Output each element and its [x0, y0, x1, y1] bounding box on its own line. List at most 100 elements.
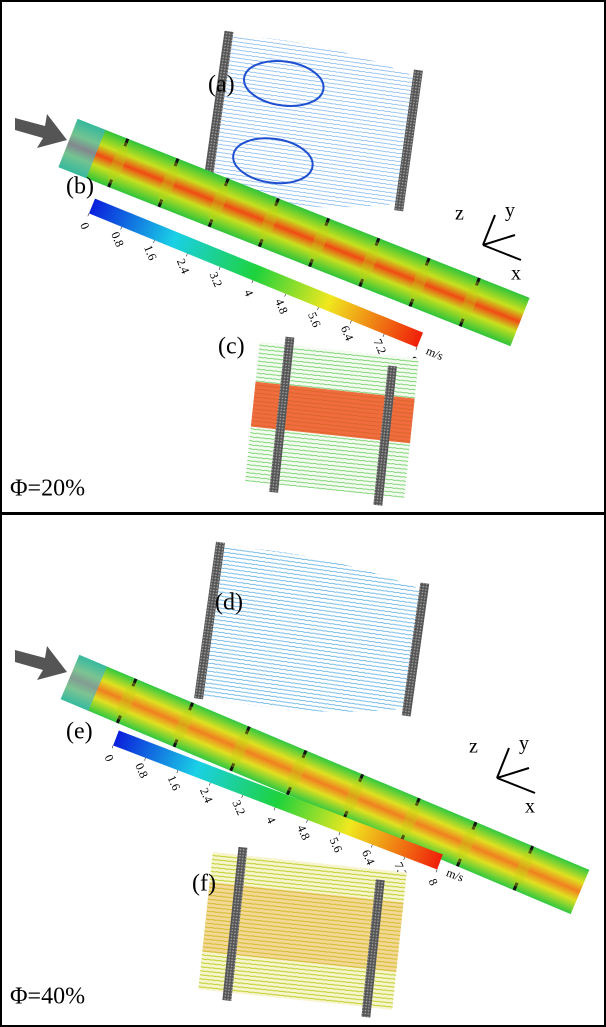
baffle: [308, 258, 314, 268]
colorbar-tick-label: 2.4: [197, 786, 216, 805]
baffle: [512, 882, 519, 891]
colorbar-tick: [350, 320, 352, 324]
constriction: [409, 261, 430, 303]
subfigure-label: (d): [215, 590, 243, 616]
baffle: [107, 179, 113, 188]
streamlines: [207, 35, 416, 208]
colorbar-tick: [111, 745, 114, 749]
inlet: [60, 654, 107, 711]
colorbar-tick-label: 6.4: [359, 848, 378, 867]
subfigure-label: (a): [208, 72, 235, 98]
baffle: [207, 218, 214, 228]
constriction: [259, 201, 279, 244]
baffle: [244, 725, 251, 735]
inlet-arrow: [15, 114, 67, 148]
colorbar-tick-label: 4.8: [272, 297, 291, 316]
wall: [269, 336, 295, 493]
axis-label: x: [525, 796, 535, 818]
axis-arrow: [496, 747, 510, 779]
colorbar-tick-label: 0.8: [132, 761, 151, 780]
axis-label: x: [511, 263, 521, 285]
colorbar-tick: [241, 794, 243, 798]
panel-border: [0, 513, 606, 1027]
colorbar-tick-label: 1.6: [165, 773, 184, 792]
colorbar-tick: [153, 240, 155, 244]
colorbar-tick-label: 5.6: [327, 835, 346, 854]
axis-label: y: [505, 200, 515, 222]
colorbar-tick: [317, 307, 319, 311]
channel: [58, 118, 530, 347]
panel: 00.81.62.43.244.85.66.47.28m/s(a)(b)(c)Φ…: [10, 30, 530, 506]
colorbar-tick-label: 3.2: [207, 270, 226, 289]
colorbar-tick: [306, 819, 308, 823]
baffle: [414, 797, 421, 807]
colorbar-tick: [371, 844, 373, 848]
baffle: [229, 762, 236, 772]
colorbar-tick: [435, 869, 438, 873]
colorbar-tick-label: 0: [77, 220, 92, 231]
streamlines: [198, 852, 407, 1010]
baffle: [408, 298, 415, 307]
inlet: [58, 118, 106, 179]
axis-label: y: [519, 733, 529, 755]
baffle: [188, 702, 195, 711]
axis-label: z: [455, 203, 464, 225]
colorbar-tick-label: 8: [426, 876, 441, 887]
constriction: [173, 706, 193, 744]
streamlines: [200, 546, 423, 712]
colorbar-tick-label: 4: [241, 287, 256, 298]
constriction: [459, 281, 480, 323]
baffle: [274, 197, 280, 207]
axis-arrow: [496, 777, 536, 794]
colorbar-tick: [403, 856, 405, 860]
vortex: [243, 60, 325, 107]
baffle: [458, 318, 465, 327]
constriction: [457, 825, 477, 863]
colorbar-tick-label: 7.2: [371, 337, 390, 356]
baffle: [285, 786, 292, 796]
colorbar-tick: [209, 782, 211, 786]
porosity-label: Φ=20%: [10, 476, 85, 502]
wall: [222, 846, 248, 1001]
colorbar-tick: [218, 266, 221, 270]
colorbar-fill: [113, 730, 443, 870]
wall: [373, 365, 397, 506]
axis-arrow: [496, 767, 530, 779]
colorbar-unit: m/s: [444, 865, 466, 884]
baffle: [123, 138, 130, 147]
colorbar-tick: [144, 757, 146, 761]
subfigure-label: (b): [66, 174, 94, 200]
constriction: [343, 777, 363, 816]
colorbar-tick: [176, 770, 179, 774]
colorbar-tick: [186, 253, 188, 257]
subfigure-label: (f): [192, 871, 216, 897]
wall: [201, 30, 234, 197]
colorbar-fill: [88, 198, 424, 348]
colorbar-tick: [284, 293, 287, 297]
colorbar-tick-label: 0: [102, 752, 117, 763]
wall: [194, 541, 225, 700]
channel: [60, 654, 590, 915]
colorbar-tick: [382, 333, 385, 337]
baffle: [528, 845, 535, 854]
constriction: [359, 241, 380, 283]
inset-flow: [245, 336, 419, 506]
wall: [401, 582, 430, 717]
axis-arrow: [482, 214, 496, 246]
channel-body: [58, 118, 530, 347]
baffle: [324, 217, 331, 227]
subfigure-label: (e): [66, 719, 93, 745]
constriction: [108, 142, 129, 184]
inset-streamlines: [201, 30, 423, 212]
constriction: [230, 730, 250, 768]
porosity-label: Φ=40%: [10, 984, 85, 1010]
constriction: [309, 221, 329, 264]
baffle: [223, 177, 230, 187]
axis-arrow: [482, 244, 522, 261]
colorbar-tick: [273, 807, 276, 811]
colorbar-tick-label: 0.8: [108, 230, 127, 249]
baffle: [358, 773, 365, 783]
axis-label: z: [469, 736, 478, 758]
